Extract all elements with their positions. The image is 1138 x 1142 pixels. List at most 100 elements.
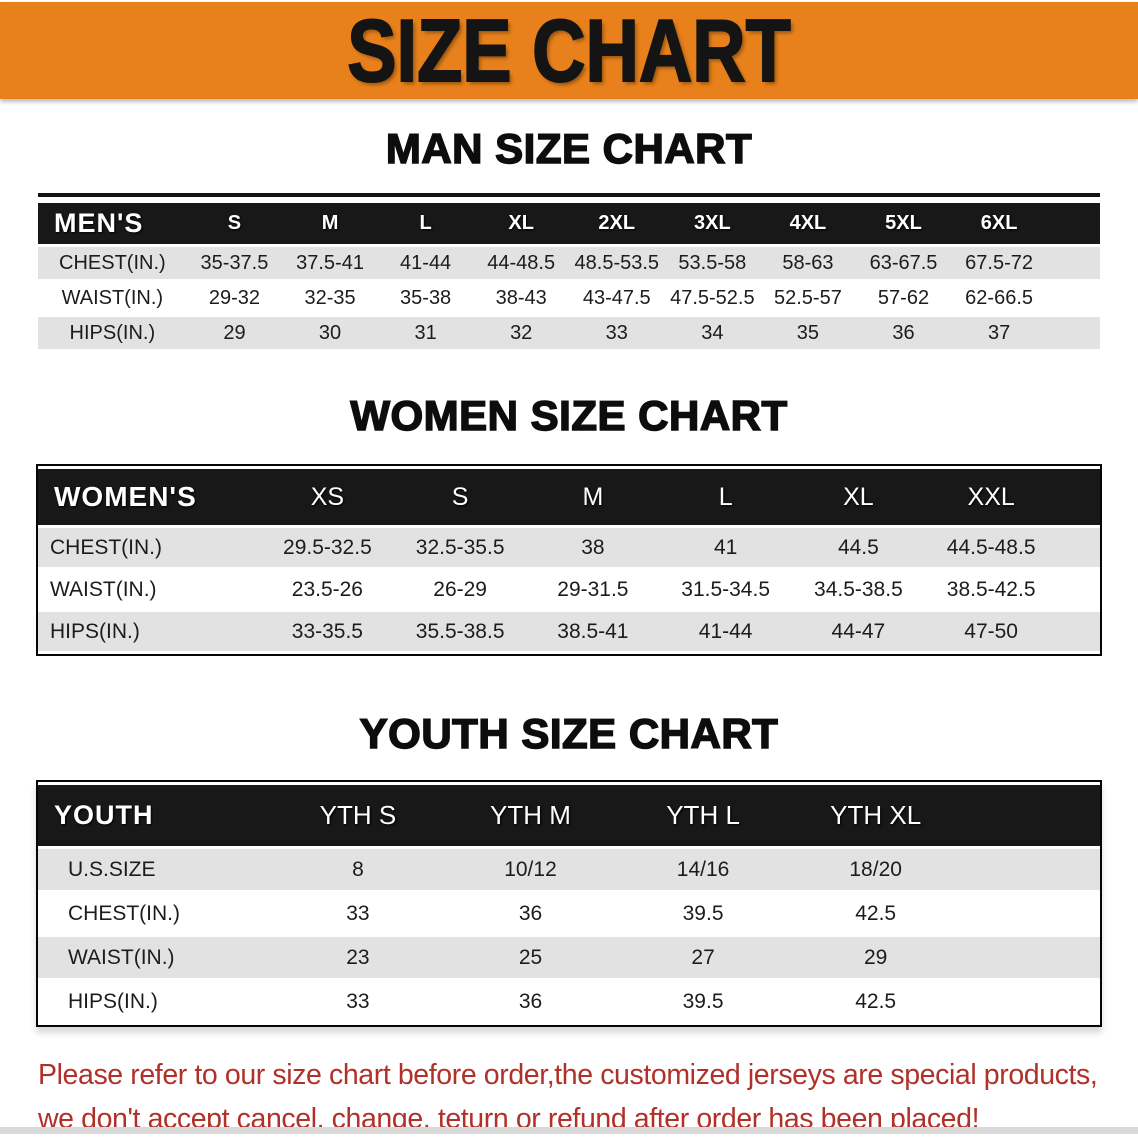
table-cell: 29 <box>789 937 962 979</box>
header-spacer <box>1057 469 1100 526</box>
table-cell: 37 <box>951 317 1047 350</box>
table-cell: 58-63 <box>760 247 856 280</box>
table-cell: 33 <box>271 981 445 1023</box>
table-cell: 41 <box>659 528 793 568</box>
table-cell: 34.5-38.5 <box>792 570 925 610</box>
row-spacer <box>961 937 1100 979</box>
table-cell: 44-47 <box>792 612 925 652</box>
size-column-header: XS <box>261 469 394 526</box>
header-spacer <box>1046 203 1100 245</box>
table-cell: 44.5-48.5 <box>924 528 1058 568</box>
table-cell: 32.5-35.5 <box>393 528 527 568</box>
table-header-row: MEN'S S M L XL 2XL 3XL 4XL 5XL 6XL <box>38 203 1100 245</box>
men-section-heading: MAN SIZE CHART <box>385 125 753 172</box>
table-cell: 25 <box>444 937 617 979</box>
size-column-header: YTH S <box>271 785 445 847</box>
youth-section-heading: YOUTH SIZE CHART <box>359 710 779 758</box>
table-cell: 23 <box>271 937 445 979</box>
size-column-header: YTH M <box>444 785 617 847</box>
table-cell: 32 <box>473 317 569 350</box>
table-cell: 57-62 <box>855 282 952 315</box>
youth-size-table: YOUTH YTH S YTH M YTH L YTH XL U.S.SIZE 8 10/12… <box>36 780 1102 1028</box>
table-cell: 33 <box>271 893 445 935</box>
row-spacer <box>961 893 1100 935</box>
table-cell: 29 <box>186 317 283 350</box>
row-label: CHEST(IN.) <box>38 247 187 280</box>
men-size-table: MEN'S S M L XL 2XL 3XL 4XL 5XL 6XL CHEST(IN.) 35-37… <box>38 200 1100 352</box>
size-column-header: M <box>526 469 660 526</box>
size-column-header: S <box>186 203 283 245</box>
table-row: HIPS(IN.) 29 30 31 32 33 34 35 36 37 <box>38 317 1100 350</box>
women-section-heading: WOMEN SIZE CHART <box>350 392 788 440</box>
banner: SIZE CHART <box>0 2 1138 99</box>
row-spacer <box>1057 612 1100 652</box>
table-cell: 42.5 <box>789 981 962 1023</box>
men-table-topline <box>38 193 1100 198</box>
table-cell: 39.5 <box>616 893 790 935</box>
table-cell: 48.5-53.5 <box>568 247 665 280</box>
table-title: MEN'S <box>38 203 187 245</box>
size-column-header: YTH L <box>616 785 790 847</box>
size-column-header: S <box>393 469 527 526</box>
women-size-table: WOMEN'S XS S M L XL XXL CHEST(IN.) 29.5-32.5 32.5… <box>36 464 1102 657</box>
table-cell: 33 <box>568 317 665 350</box>
table-cell: 10/12 <box>444 849 617 891</box>
table-cell: 8 <box>271 849 445 891</box>
table-title: WOMEN'S <box>38 469 262 526</box>
table-cell: 23.5-26 <box>261 570 394 610</box>
size-column-header: 6XL <box>951 203 1047 245</box>
row-spacer <box>1057 528 1100 568</box>
table-cell: 41-44 <box>377 247 474 280</box>
table-row: CHEST(IN.) 29.5-32.5 32.5-35.5 38 41 44.5 44.5… <box>38 528 1100 568</box>
table-cell: 35-37.5 <box>186 247 283 280</box>
table-title: YOUTH <box>38 785 272 847</box>
table-row: HIPS(IN.) 33 36 39.5 42.5 <box>38 981 1100 1023</box>
header-spacer <box>961 785 1100 847</box>
table-cell: 32-35 <box>282 282 378 315</box>
row-spacer <box>961 981 1100 1023</box>
table-cell: 62-66.5 <box>951 282 1047 315</box>
size-column-header: 4XL <box>760 203 856 245</box>
table-cell: 30 <box>282 317 378 350</box>
footer-note: Please refer to our size chart before or… <box>0 1053 1138 1141</box>
size-column-header: XXL <box>924 469 1058 526</box>
table-cell: 38-43 <box>473 282 569 315</box>
row-spacer <box>1057 570 1100 610</box>
table-cell: 44-48.5 <box>473 247 569 280</box>
row-spacer <box>961 849 1100 891</box>
table-row: U.S.SIZE 8 10/12 14/16 18/20 <box>38 849 1100 891</box>
table-header-row: YOUTH YTH S YTH M YTH L YTH XL <box>38 785 1100 847</box>
size-column-header: 3XL <box>664 203 761 245</box>
table-cell: 52.5-57 <box>760 282 856 315</box>
table-cell: 26-29 <box>393 570 527 610</box>
row-spacer <box>1046 247 1100 280</box>
size-column-header: L <box>377 203 474 245</box>
row-spacer <box>1046 317 1100 350</box>
table-cell: 34 <box>664 317 761 350</box>
table-cell: 31 <box>377 317 474 350</box>
row-label: WAIST(IN.) <box>38 282 187 315</box>
table-cell: 14/16 <box>616 849 790 891</box>
size-column-header: XL <box>792 469 925 526</box>
table-cell: 38 <box>526 528 660 568</box>
table-cell: 42.5 <box>789 893 962 935</box>
table-cell: 67.5-72 <box>951 247 1047 280</box>
table-row: WAIST(IN.) 29-32 32-35 35-38 38-43 43-47.5 47.… <box>38 282 1100 315</box>
row-label: HIPS(IN.) <box>38 317 187 350</box>
row-label: CHEST(IN.) <box>38 893 272 935</box>
table-cell: 38.5-42.5 <box>924 570 1058 610</box>
table-row: CHEST(IN.) 35-37.5 37.5-41 41-44 44-48.5 48.5… <box>38 247 1100 280</box>
table-cell: 53.5-58 <box>664 247 761 280</box>
table-cell: 47-50 <box>924 612 1058 652</box>
table-cell: 39.5 <box>616 981 790 1023</box>
table-cell: 44.5 <box>792 528 925 568</box>
table-cell: 35.5-38.5 <box>393 612 527 652</box>
table-cell: 41-44 <box>659 612 793 652</box>
size-column-header: 5XL <box>855 203 952 245</box>
table-row: HIPS(IN.) 33-35.5 35.5-38.5 38.5-41 41-44 44-… <box>38 612 1100 652</box>
footer-line-2: we don't accept cancel, change, teturn o… <box>38 1103 980 1136</box>
table-row: WAIST(IN.) 23 25 27 29 <box>38 937 1100 979</box>
table-cell: 36 <box>444 893 617 935</box>
table-cell: 29.5-32.5 <box>261 528 394 568</box>
size-column-header: YTH XL <box>789 785 962 847</box>
